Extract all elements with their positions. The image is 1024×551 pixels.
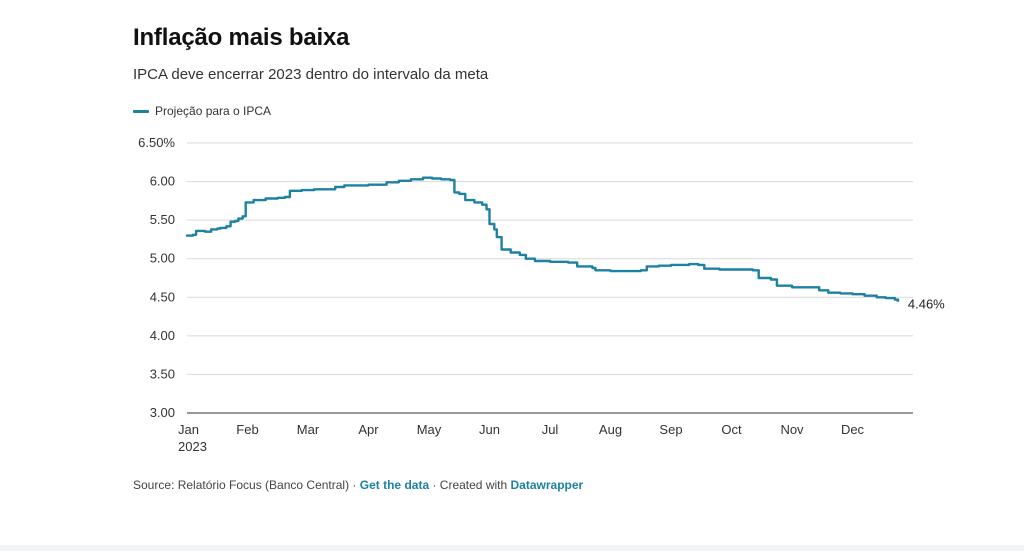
- datawrapper-link[interactable]: Datawrapper: [510, 478, 584, 492]
- end-value-label: 4.46%: [908, 296, 945, 311]
- x-tick-label: Oct: [721, 422, 742, 437]
- x-tick-label: May: [417, 422, 442, 437]
- x-tick-label: Jun: [479, 422, 500, 437]
- legend-label: Projeção para o IPCA: [155, 104, 272, 118]
- footer: Source: Relatório Focus (Banco Central) …: [133, 478, 583, 492]
- y-tick-label: 3.00: [150, 405, 175, 420]
- legend: Projeção para o IPCA: [133, 104, 271, 118]
- series-line: [185, 176, 900, 302]
- x-axis-ticks: Jan Feb Mar Apr May Jun Jul Aug Sep Oct Nov Dec 2023: [178, 422, 865, 454]
- series-layer: [185, 176, 900, 302]
- x-tick-label: Aug: [599, 422, 622, 437]
- gridlines: [187, 142, 913, 414]
- series-end-point: [896, 298, 900, 302]
- x-tick-label: Nov: [780, 422, 804, 437]
- legend-swatch: [133, 109, 149, 113]
- y-tick-label: 4.50: [150, 289, 175, 304]
- source-text: Source: Relatório Focus (Banco Central) …: [133, 478, 360, 492]
- y-tick-label: 6.50%: [138, 135, 175, 150]
- y-tick-label: 5.50: [150, 212, 175, 227]
- y-axis-ticks: 6.50% 6.00 5.50 5.00 4.50 4.00 3.50 3.00: [138, 135, 175, 420]
- x-tick-label: Jul: [542, 422, 559, 437]
- x-tick-label: Feb: [236, 422, 258, 437]
- x-tick-label: Mar: [297, 422, 320, 437]
- created-with-text: · Created with: [429, 478, 511, 492]
- chart-title: Inflação mais baixa: [133, 24, 350, 51]
- data-labels: 4.46%: [908, 296, 945, 311]
- y-tick-label: 4.00: [150, 328, 175, 343]
- x-year-label: 2023: [178, 439, 207, 454]
- x-tick-label: Dec: [841, 422, 865, 437]
- x-tick-label: Apr: [358, 422, 379, 437]
- y-tick-label: 3.50: [150, 366, 175, 381]
- y-tick-label: 5.00: [150, 251, 175, 266]
- y-tick-label: 6.00: [150, 174, 175, 189]
- bottom-bar: [0, 545, 1024, 551]
- x-tick-label: Jan: [178, 422, 199, 437]
- x-tick-label: Sep: [659, 422, 682, 437]
- chart-subtitle: IPCA deve encerrar 2023 dentro do interv…: [133, 66, 489, 83]
- get-data-link[interactable]: Get the data: [359, 478, 430, 492]
